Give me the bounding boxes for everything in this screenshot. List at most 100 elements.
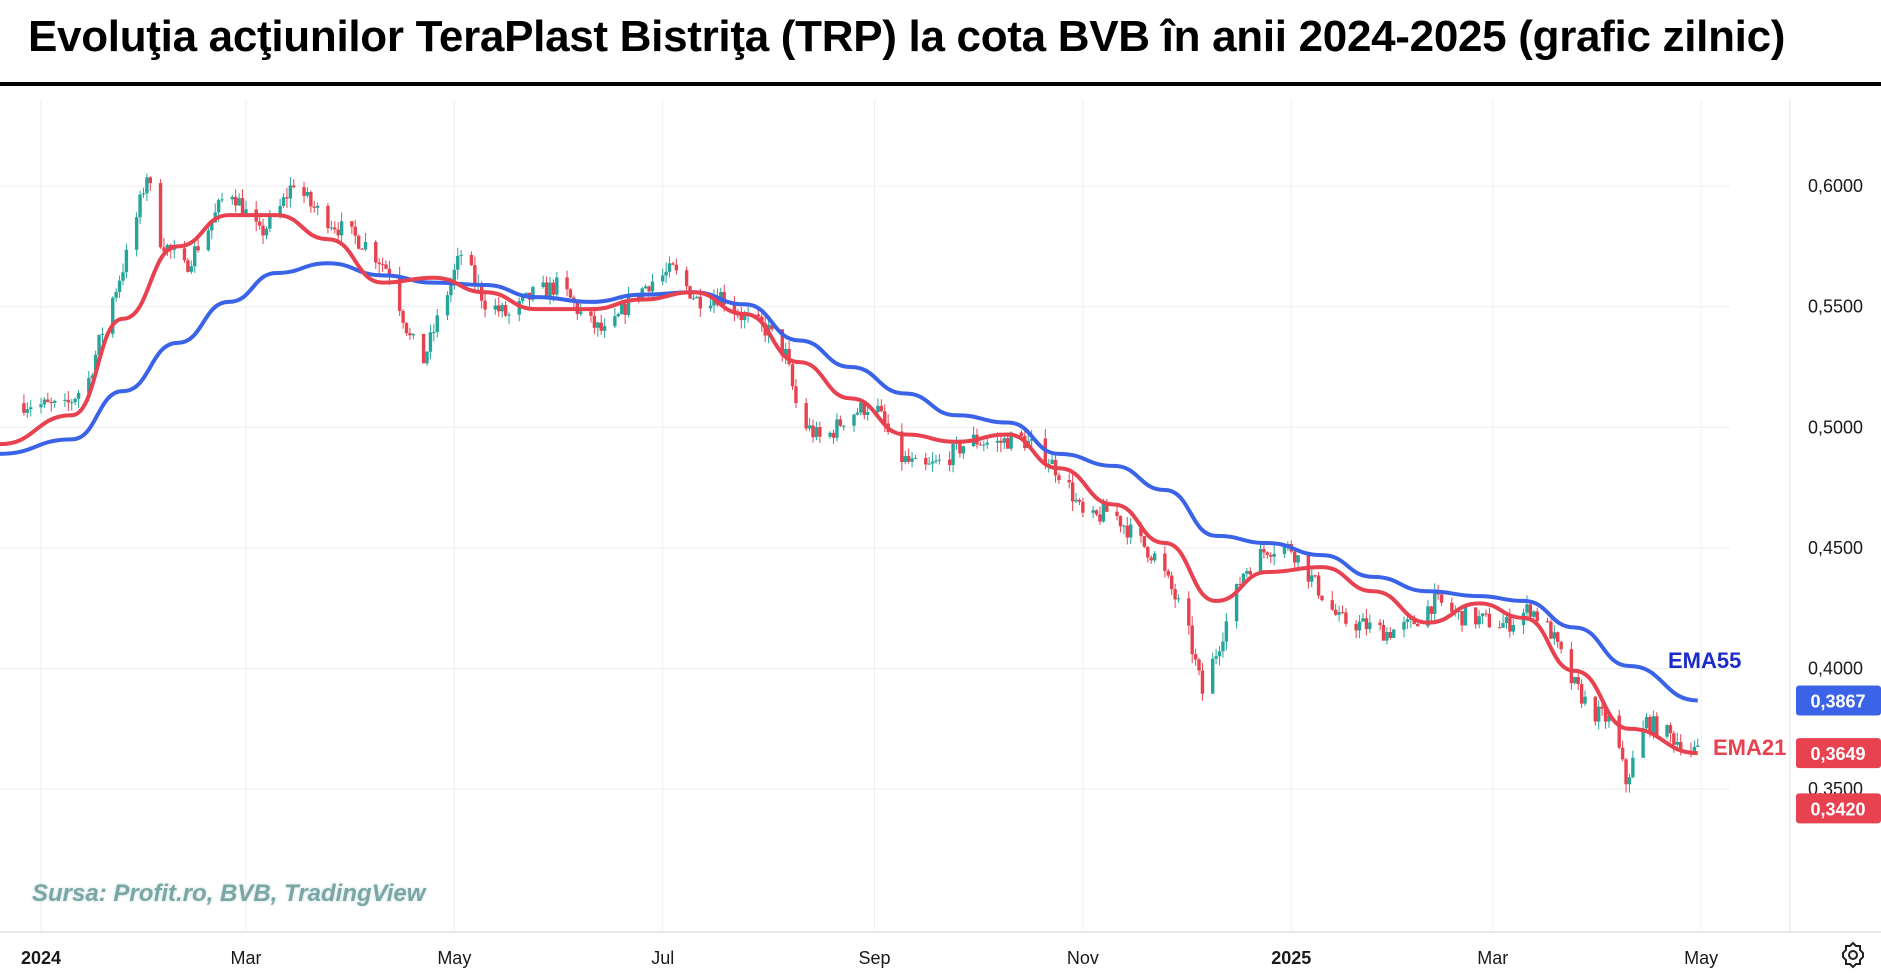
candle-body [384,264,388,269]
candle-body [684,270,689,287]
candle-body [1474,607,1478,625]
candle-body [305,192,310,196]
candle-body [568,289,573,298]
candle-body [1101,503,1106,522]
candle-body [1129,524,1133,538]
candle-body [691,298,696,300]
candle-body [1487,613,1492,628]
candle-body [1593,696,1597,722]
y-tick-label: 0,4500 [1808,538,1863,558]
candles [22,173,1700,793]
candle-body [411,333,416,336]
candle-body [855,412,860,415]
candle-body [435,315,439,333]
candle-body [210,222,214,231]
candle-body [1118,516,1123,527]
candle-body [626,296,631,315]
candle-body [1009,432,1013,449]
candle-body [1361,618,1365,622]
candle-body [1074,499,1078,502]
candle-body [650,281,655,292]
candle-body [22,403,26,413]
candle-body [456,255,460,270]
candle-body [1282,546,1287,554]
candle-body [189,266,193,272]
candle-body [1241,573,1246,585]
candle-body [1381,625,1386,641]
price-tags: 0,3867 0,3649 0,3420 [1796,685,1881,824]
candle-body [596,322,600,328]
candle-body [1077,499,1082,502]
candle-body [520,296,525,301]
candle-body [220,199,224,201]
candle-body [145,177,149,194]
candle-body [900,431,904,463]
candle-body [1692,746,1697,752]
candle-body [623,303,627,315]
candle-body [951,443,955,466]
candle-body [1463,607,1468,626]
candle-body [818,427,822,437]
candle-body [541,282,545,287]
candle-body [278,205,282,216]
candle-body [193,246,197,267]
y-tick-label: 0,6000 [1808,176,1863,196]
candle-body [333,227,337,230]
candle-body [49,401,53,403]
candle-body [599,322,603,331]
candle-body [52,400,57,403]
candle-body [1607,715,1611,722]
candle-body [985,442,989,445]
candle-body [1415,624,1420,627]
candle-body [1139,524,1143,537]
candle-body [1535,611,1539,622]
candle-body [1532,611,1536,617]
y-tick-label: 0,5000 [1808,417,1863,437]
price-tag-box [1796,793,1881,824]
candle-body [356,235,361,249]
candle-body [924,457,928,465]
candle-body [804,403,808,429]
candle-body [503,305,508,316]
candle-body [780,329,784,357]
candle-body [647,286,651,292]
candle-body [1392,629,1396,638]
grid [0,100,1730,930]
candle-body [732,304,737,314]
gear-icon[interactable] [1837,939,1869,971]
candle-body [671,263,675,265]
candle-body [1439,594,1444,603]
candle-body [1678,741,1683,752]
candle-body [1152,553,1157,561]
candle-body [234,196,238,206]
candle-body [1313,575,1317,577]
price-tag-box [1796,738,1881,769]
candle-body [353,226,357,236]
candle-body [1631,757,1635,778]
candle-body [326,205,330,229]
candle-body [63,399,67,401]
candle-body [602,326,607,331]
candle-body [555,277,559,295]
candle-body [995,440,1000,443]
candle-body [1648,717,1652,733]
candle-body [315,205,320,208]
candle-body [288,185,293,199]
candle-body [302,187,306,196]
candle-body [1214,656,1218,659]
candle-body [374,241,378,263]
candle-body [1115,511,1119,517]
candle-body [1067,480,1071,483]
candle-body [1105,503,1109,512]
candle-body [1258,548,1263,575]
candle-body [1368,622,1372,630]
candle-body [1508,617,1512,632]
candle-body [852,414,856,426]
x-tick-label: Sep [858,948,890,968]
candle-body [1511,624,1516,632]
candle-body [312,206,316,208]
candle-body [158,183,163,248]
candle-body [1210,658,1215,694]
candle-body [1429,606,1434,614]
